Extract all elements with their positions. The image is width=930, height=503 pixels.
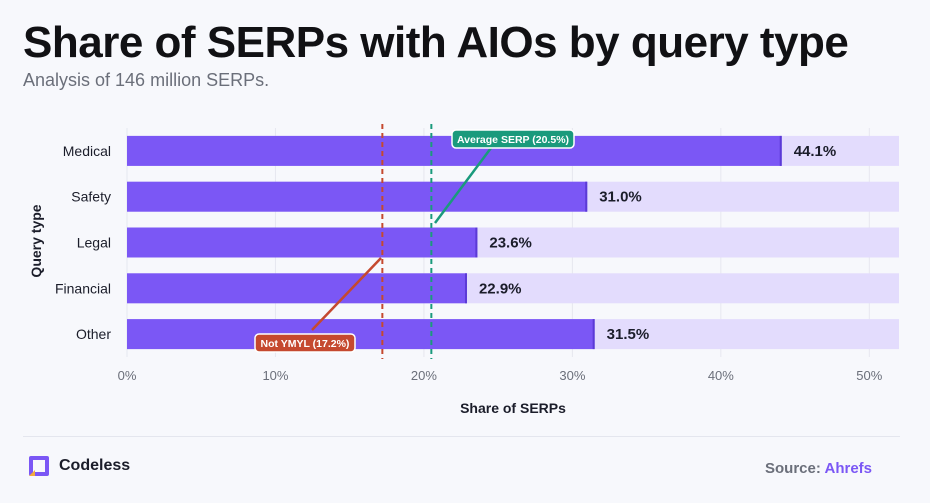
x-tick-label: 30% <box>559 368 585 383</box>
x-tick-label: 40% <box>708 368 734 383</box>
data-label: 31.0% <box>599 189 642 206</box>
x-tick-label: 20% <box>411 368 437 383</box>
bar-end-cap <box>585 181 588 212</box>
source-label: Source: <box>765 460 821 477</box>
x-axis-label: Share of SERPs <box>460 400 566 416</box>
reference-label: Average SERP (20.5%) <box>457 134 569 146</box>
data-label: 31.5% <box>607 326 650 343</box>
reference-pill <box>254 333 356 353</box>
data-label: 22.9% <box>479 280 522 297</box>
bar <box>127 319 595 350</box>
brand-name: Codeless <box>59 457 131 474</box>
category-label: Medical <box>63 143 111 159</box>
category-label: Other <box>76 326 111 342</box>
bar-end-cap <box>475 227 478 258</box>
source-credit: Source: Ahrefs <box>765 460 872 477</box>
bar-end-cap <box>592 319 595 350</box>
axis-labels: 0% 10% 20% 30% 40% 50% 44.1% Medical 31.0% Safety… <box>55 143 883 383</box>
category-label: Legal <box>77 235 111 251</box>
bar <box>127 227 478 258</box>
reference-label: Not YMYL (17.2%) <box>261 338 350 350</box>
bars <box>127 135 899 350</box>
reference-lines: Average SERP (20.5%) Not YMYL (17.2%) <box>254 124 575 359</box>
category-label: Financial <box>55 280 111 296</box>
x-tick-label: 50% <box>856 368 882 383</box>
category-label: Safety <box>71 189 111 205</box>
footer-divider <box>23 436 900 437</box>
bar <box>127 181 588 212</box>
reference-leader <box>433 147 493 224</box>
bar <box>127 273 467 304</box>
bar-end-cap <box>779 135 782 166</box>
x-tick-label: 10% <box>262 368 288 383</box>
chart-title: Share of SERPs with AIOs by query type <box>23 18 849 67</box>
source-name[interactable]: Ahrefs <box>824 460 872 477</box>
reference-pill <box>451 129 575 149</box>
chart-subtitle: Analysis of 146 million SERPs. <box>23 70 270 90</box>
data-label: 44.1% <box>794 143 837 160</box>
data-label: 23.6% <box>489 235 532 252</box>
bar-end-cap <box>464 273 467 304</box>
x-tick-label: 0% <box>118 368 137 383</box>
codeless-logo-icon <box>29 456 49 476</box>
y-axis-label: Query type <box>28 204 44 277</box>
bar-chart: Average SERP (20.5%) Not YMYL (17.2%) 0% 1… <box>28 124 899 416</box>
reference-leader <box>311 257 382 331</box>
brand[interactable]: Codeless <box>27 454 130 478</box>
